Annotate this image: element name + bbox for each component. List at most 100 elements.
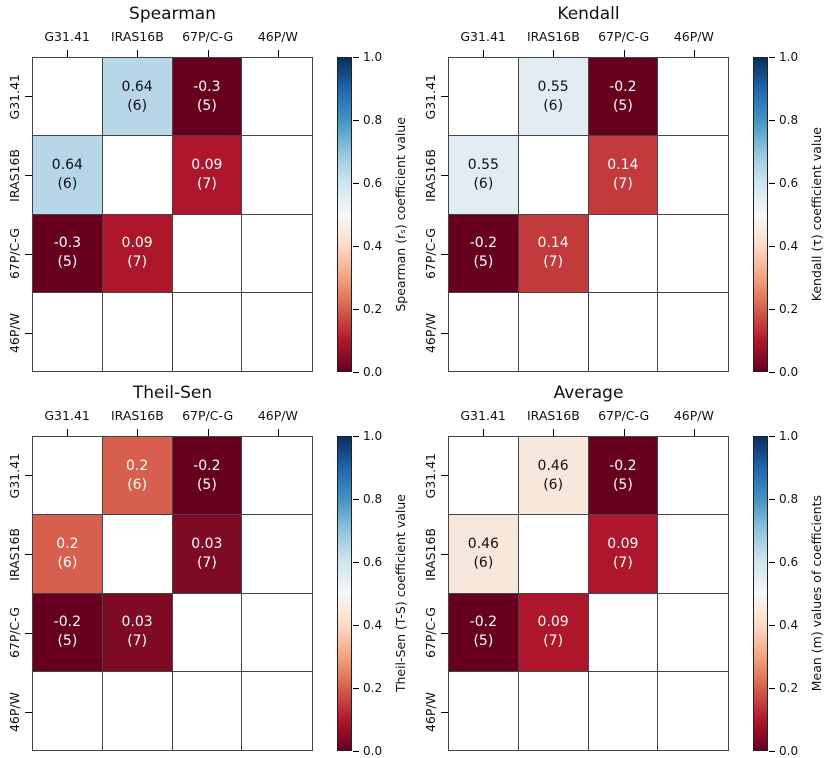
column-labels: G31.41 IRAS16B 67P/C-G 46P/W: [448, 408, 729, 426]
y-tick-mark: [25, 594, 32, 673]
cell-count: (6): [57, 554, 78, 571]
colorbar-tick-mark: [769, 56, 775, 58]
heatmap-cell: 0.03 (7): [102, 593, 173, 672]
y-tick-mark: [25, 515, 32, 594]
colorbar-tick-label: 0.0: [363, 744, 383, 758]
row-label: 67P/C-G: [6, 607, 22, 659]
cell-value: 0.2: [56, 535, 79, 552]
heatmap-cell: -0.2 (5): [449, 593, 519, 672]
heatmap-cell: [449, 671, 519, 750]
colorbar-tick: 0.6: [353, 555, 382, 569]
colorbar-tick-mark: [353, 245, 359, 247]
row-label-cell: 46P/W: [420, 293, 440, 372]
cell-value: 0.46: [537, 457, 569, 474]
cell-value: 0.03: [191, 535, 223, 552]
cell-value: -0.2: [469, 614, 498, 631]
cell-value: 0.03: [121, 614, 153, 631]
colorbar-tick-mark: [769, 371, 775, 373]
colorbar-tick-label: 0.8: [363, 113, 383, 127]
heatmap-cell: [449, 437, 519, 516]
cell-value: 0.64: [121, 78, 153, 95]
colorbar-tick-mark: [353, 56, 359, 58]
cell-count: (7): [612, 175, 633, 192]
colorbar-tick-mark: [769, 624, 775, 626]
heatmap-cell: [449, 292, 519, 371]
colorbar-tick: 0.4: [769, 239, 798, 253]
cell-value: -0.2: [193, 457, 221, 474]
x-ticks: [448, 429, 729, 436]
heatmap-cell: -0.2 (5): [33, 593, 103, 672]
heatmap-cell: [172, 671, 243, 750]
cell-count: (5): [196, 97, 217, 114]
colorbar-tick-label: 0.0: [363, 365, 383, 379]
row-labels: G31.41 IRAS16B 67P/C-G 46P/W: [4, 436, 24, 751]
panel-title: Kendall: [557, 4, 620, 24]
x-tick-mark: [589, 50, 659, 57]
column-label: 67P/C-G: [598, 408, 650, 423]
heatmap-cell: -0.3 (5): [172, 58, 243, 137]
colorbar-tick-mark: [769, 561, 775, 563]
colorbar-tick-label: 0.8: [363, 492, 383, 506]
heatmap-cell: [658, 437, 728, 516]
heatmap-cell: [172, 214, 243, 293]
cell-count: (7): [612, 554, 633, 571]
cell-count: (5): [57, 633, 78, 650]
cell-value: 0.14: [537, 235, 569, 252]
row-label-cell: 67P/C-G: [420, 215, 440, 294]
row-label-cell: G31.41: [420, 436, 440, 515]
cell-value: 0.55: [537, 78, 569, 95]
colorbar-label: Kendall (τ) coefficient value: [808, 127, 824, 302]
colorbar: [753, 436, 768, 751]
colorbar-tick-mark: [353, 371, 359, 373]
colorbar: [337, 57, 352, 372]
row-label-cell: G31.41: [420, 57, 440, 136]
y-tick-mark: [441, 672, 448, 751]
row-label-cell: IRAS16B: [4, 515, 24, 594]
heatmap-cell: [588, 593, 659, 672]
x-tick-mark: [173, 50, 243, 57]
row-label: 67P/C-G: [422, 607, 438, 659]
row-label-cell: 67P/C-G: [4, 215, 24, 294]
y-tick-mark: [441, 215, 448, 294]
colorbar-tick: 0.0: [353, 744, 382, 758]
x-tick-mark: [518, 50, 588, 57]
heatmap-cell: [242, 515, 312, 594]
cell-value: -0.2: [469, 235, 498, 252]
y-tick-mark: [25, 436, 32, 515]
heatmap-cell: [518, 136, 589, 215]
cell-count: (5): [473, 254, 494, 271]
colorbar-ticks: 1.0 0.8 0.6 0.4 0.2 0.0: [353, 50, 395, 379]
x-tick-mark: [102, 50, 172, 57]
colorbar-tick-label: 0.8: [779, 492, 799, 506]
heatmap-cell: [658, 58, 728, 137]
panel-kendall: Kendall G31.41 IRAS16B 67P/C-G 46P/W G31.41…: [416, 0, 831, 379]
row-label: 46P/W: [6, 691, 22, 732]
colorbar: [337, 436, 352, 751]
colorbar-tick-mark: [353, 687, 359, 689]
x-ticks: [448, 50, 729, 57]
y-ticks: [25, 57, 32, 372]
colorbar-tick-label: 0.2: [779, 681, 799, 695]
colorbar-tick: 1.0: [353, 50, 382, 64]
heatmap-cell: [658, 214, 728, 293]
colorbar-tick: 0.4: [769, 618, 798, 632]
colorbar-label: Mean (m) values of coefficients: [808, 495, 824, 692]
heatmap-cell: [588, 292, 659, 371]
colorbar-tick-mark: [769, 308, 775, 310]
colorbar-tick-label: 1.0: [363, 429, 383, 443]
row-label: G31.41: [422, 452, 438, 499]
heatmap-cell: [242, 58, 312, 137]
column-labels: G31.41 IRAS16B 67P/C-G 46P/W: [32, 408, 313, 426]
row-label: 46P/W: [6, 312, 22, 353]
colorbar-tick-label: 0.8: [779, 113, 799, 127]
column-label: 67P/C-G: [182, 408, 234, 423]
heatmap-cell: 0.46 (6): [518, 437, 589, 516]
y-tick-mark: [25, 136, 32, 215]
heatmap-cell: -0.2 (5): [172, 437, 243, 516]
heatmap-cell: [588, 671, 659, 750]
colorbar-tick: 0.6: [353, 176, 382, 190]
panel-average: Average G31.41 IRAS16B 67P/C-G 46P/W G31.41…: [416, 379, 831, 758]
cell-value: 0.14: [607, 156, 639, 173]
x-tick-mark: [173, 429, 243, 436]
cell-value: -0.3: [193, 78, 221, 95]
